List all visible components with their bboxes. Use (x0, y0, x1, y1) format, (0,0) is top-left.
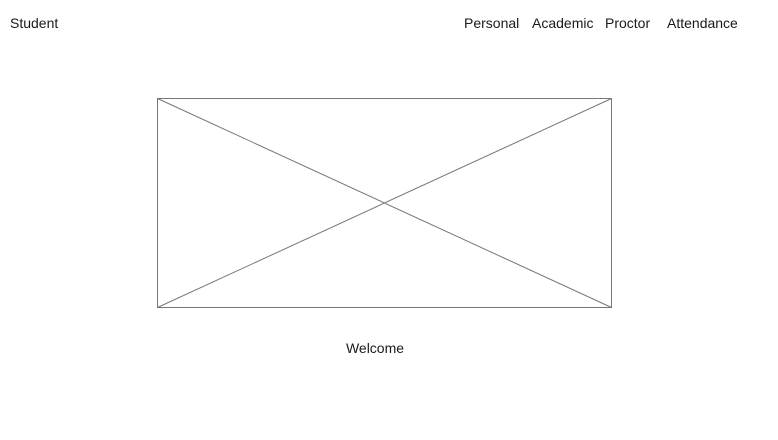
nav-personal[interactable]: Personal (464, 15, 520, 31)
brand-title: Student (10, 15, 59, 31)
welcome-text: Welcome (345, 340, 405, 356)
image-placeholder (157, 98, 612, 308)
image-placeholder-icon (157, 98, 612, 308)
nav-proctor[interactable]: Proctor (605, 15, 651, 31)
nav-academic[interactable]: Academic (532, 15, 594, 31)
nav-attendance[interactable]: Attendance (667, 15, 738, 31)
